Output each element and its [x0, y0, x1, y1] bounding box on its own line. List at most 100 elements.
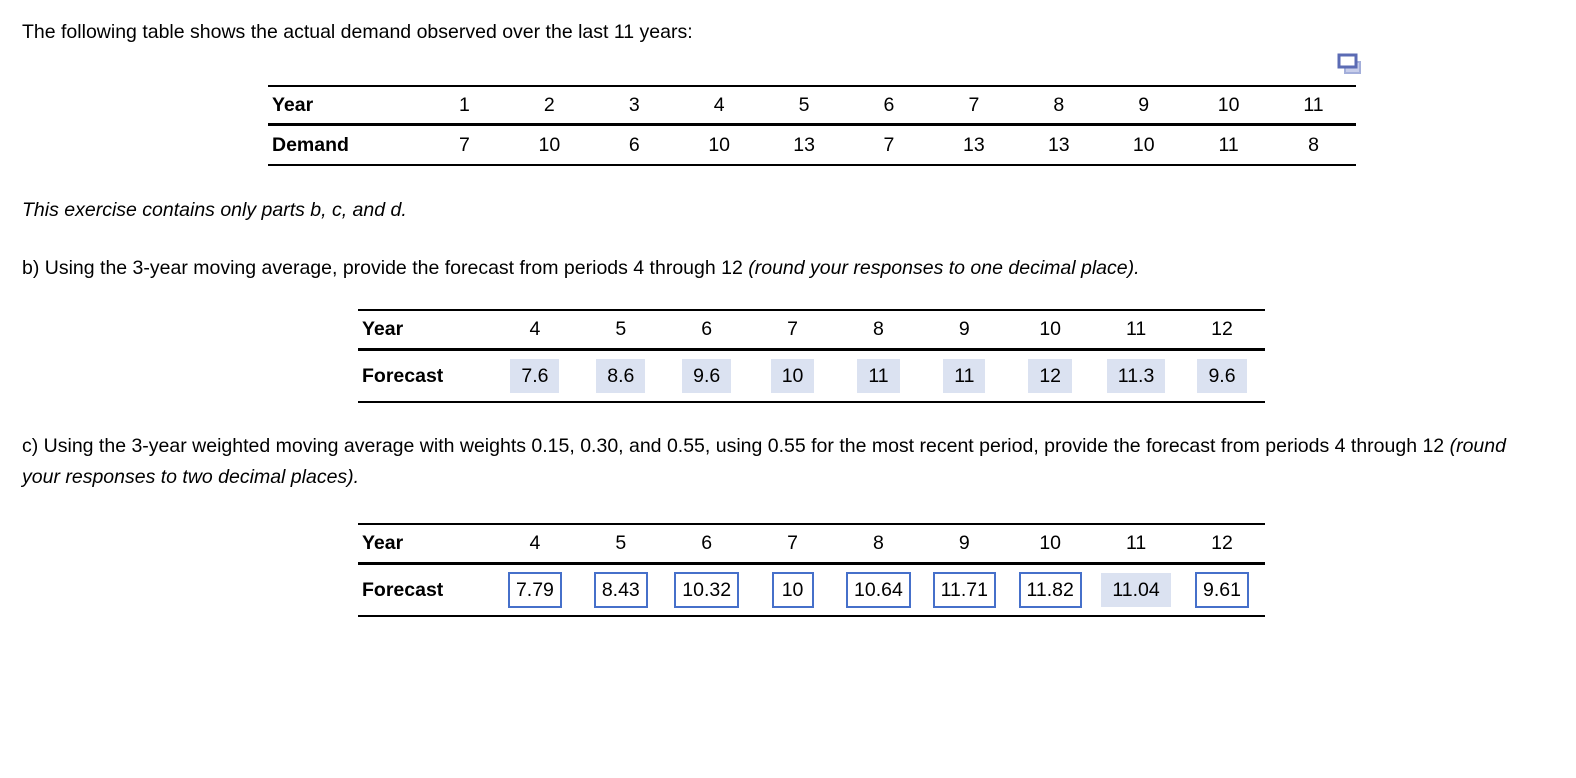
year-cell: 5 — [761, 85, 847, 126]
forecast-b-forecast-header: Forecast — [358, 349, 492, 403]
year-cell: 6 — [846, 85, 932, 126]
forecast-cell[interactable]: 10 — [749, 349, 836, 403]
forecast-cell[interactable]: 9.6 — [1179, 349, 1265, 403]
year-cell: 8 — [835, 523, 922, 565]
demand-cell: 7 — [422, 124, 507, 166]
forecast-b-forecast-row: Forecast 7.6 8.6 9.6 10 11 11 12 11.3 9.6 — [358, 349, 1265, 403]
forecast-cell[interactable]: 10.64 — [835, 563, 922, 617]
intro-text: The following table shows the actual dem… — [22, 21, 693, 43]
part-c-question: c) Using the 3-year weighted moving aver… — [22, 431, 1534, 493]
year-cell: 11 — [1093, 523, 1179, 565]
year-cell: 8 — [835, 309, 922, 351]
demand-table-year-row: Year 1 2 3 4 5 6 7 8 9 10 11 — [268, 85, 1356, 126]
demand-cell: 10 — [506, 124, 592, 166]
forecast-cell[interactable]: 11.04 — [1093, 563, 1179, 617]
forecast-answer-field[interactable]: 10 — [770, 359, 815, 393]
forecast-cell[interactable]: 11 — [921, 349, 1008, 403]
forecast-cell[interactable]: 11.3 — [1093, 349, 1179, 403]
forecast-answer-field[interactable]: 7.6 — [510, 359, 560, 393]
demand-cell: 8 — [1271, 124, 1356, 166]
forecast-cell[interactable]: 9.6 — [663, 349, 750, 403]
forecast-b-year-header: Year — [358, 309, 492, 351]
forecast-cell[interactable]: 11.71 — [921, 563, 1008, 617]
forecast-b-year-row: Year 4 5 6 7 8 9 10 11 12 — [358, 309, 1265, 351]
year-cell: 9 — [921, 523, 1008, 565]
forecast-cell[interactable]: 11.82 — [1007, 563, 1094, 617]
demand-table-demand-header: Demand — [268, 124, 422, 166]
year-cell: 8 — [1016, 85, 1102, 126]
forecast-input-box[interactable]: 11.82 — [1018, 572, 1082, 608]
forecast-input-box[interactable]: 9.61 — [1195, 572, 1249, 608]
year-cell: 9 — [921, 309, 1008, 351]
year-cell: 10 — [1007, 523, 1094, 565]
forecast-answer-field[interactable]: 11 — [857, 359, 900, 393]
forecast-cell[interactable]: 10 — [749, 563, 836, 617]
demand-table-year-header: Year — [268, 85, 422, 126]
forecast-input-box[interactable]: 7.79 — [507, 572, 562, 608]
forecast-cell[interactable]: 7.79 — [492, 563, 578, 617]
forecast-c-year-row: Year 4 5 6 7 8 9 10 11 12 — [358, 523, 1265, 565]
year-cell: 4 — [492, 309, 578, 351]
demand-table-demand-row: Demand 7 10 6 10 13 7 13 13 10 11 8 — [268, 124, 1356, 166]
part-c-question-text: c) Using the 3-year weighted moving aver… — [22, 435, 1450, 457]
forecast-input-box[interactable]: 10 — [771, 572, 814, 608]
demand-cell: 7 — [846, 124, 932, 166]
part-b-rounding-instruction: (round your responses to one decimal pla… — [748, 257, 1140, 279]
forecast-input-box[interactable]: 10.64 — [846, 572, 911, 608]
year-cell: 9 — [1101, 85, 1187, 126]
year-cell: 2 — [506, 85, 592, 126]
forecast-cell[interactable]: 8.6 — [577, 349, 664, 403]
forecast-answer-field[interactable]: 11 — [943, 359, 986, 393]
demand-cell: 6 — [591, 124, 677, 166]
part-b-question: b) Using the 3-year moving average, prov… — [22, 256, 1554, 280]
year-cell: 6 — [663, 309, 750, 351]
forecast-cell[interactable]: 12 — [1007, 349, 1094, 403]
year-cell: 4 — [492, 523, 578, 565]
year-cell: 6 — [663, 523, 750, 565]
year-cell: 12 — [1179, 309, 1265, 351]
demand-table: Year 1 2 3 4 5 6 7 8 9 10 11 Demand 7 10 6 10 13 7 13 13 1… — [268, 85, 1356, 166]
forecast-input-box[interactable]: 10.32 — [674, 572, 740, 608]
year-cell: 10 — [1186, 85, 1272, 126]
demand-cell: 11 — [1186, 124, 1272, 166]
demand-cell: 10 — [1101, 124, 1187, 166]
demand-cell: 13 — [1016, 124, 1102, 166]
year-cell: 11 — [1093, 309, 1179, 351]
duplicate-question-icon[interactable] — [1336, 53, 1364, 79]
forecast-answer-field[interactable]: 9.6 — [1197, 359, 1247, 393]
year-cell: 3 — [591, 85, 677, 126]
forecast-input-box[interactable]: 11.71 — [932, 572, 996, 608]
forecast-cell[interactable]: 7.6 — [492, 349, 578, 403]
forecast-c-forecast-row: Forecast 7.79 8.43 10.32 10 10.64 11.71 11.82 1… — [358, 563, 1265, 617]
demand-cell: 13 — [761, 124, 847, 166]
demand-cell: 13 — [931, 124, 1017, 166]
year-cell: 7 — [749, 309, 836, 351]
forecast-answer-field[interactable]: 11.04 — [1101, 573, 1171, 607]
forecast-input-box[interactable]: 8.43 — [593, 572, 648, 608]
demand-cell: 10 — [676, 124, 762, 166]
year-cell: 11 — [1271, 85, 1356, 126]
year-cell: 7 — [749, 523, 836, 565]
year-cell: 12 — [1179, 523, 1265, 565]
forecast-cell[interactable]: 11 — [835, 349, 922, 403]
forecast-cell[interactable]: 10.32 — [663, 563, 750, 617]
forecast-answer-field[interactable]: 8.6 — [596, 359, 646, 393]
year-cell: 10 — [1007, 309, 1094, 351]
year-cell: 4 — [676, 85, 762, 126]
forecast-b-table: Year 4 5 6 7 8 9 10 11 12 Forecast 7.6 8.6 9.6 10 11… — [358, 309, 1265, 403]
year-cell: 5 — [577, 309, 664, 351]
year-cell: 7 — [931, 85, 1017, 126]
year-cell: 5 — [577, 523, 664, 565]
forecast-cell[interactable]: 9.61 — [1179, 563, 1265, 617]
forecast-answer-field[interactable]: 11.3 — [1106, 359, 1166, 393]
forecast-c-year-header: Year — [358, 523, 492, 565]
part-c-rounding-instruction: (round your responses to two decimal pla… — [22, 435, 1506, 488]
exercise-note: This exercise contains only parts b, c, … — [22, 199, 407, 221]
duplicate-pages-icon — [1337, 53, 1361, 74]
part-b-question-text: b) Using the 3-year moving average, prov… — [22, 257, 749, 279]
forecast-cell[interactable]: 8.43 — [577, 563, 664, 617]
forecast-c-table: Year 4 5 6 7 8 9 10 11 12 Forecast 7.79 8.43 10.32… — [358, 523, 1265, 617]
forecast-c-forecast-header: Forecast — [358, 563, 492, 617]
forecast-answer-field[interactable]: 12 — [1028, 359, 1073, 393]
forecast-answer-field[interactable]: 9.6 — [682, 359, 732, 393]
